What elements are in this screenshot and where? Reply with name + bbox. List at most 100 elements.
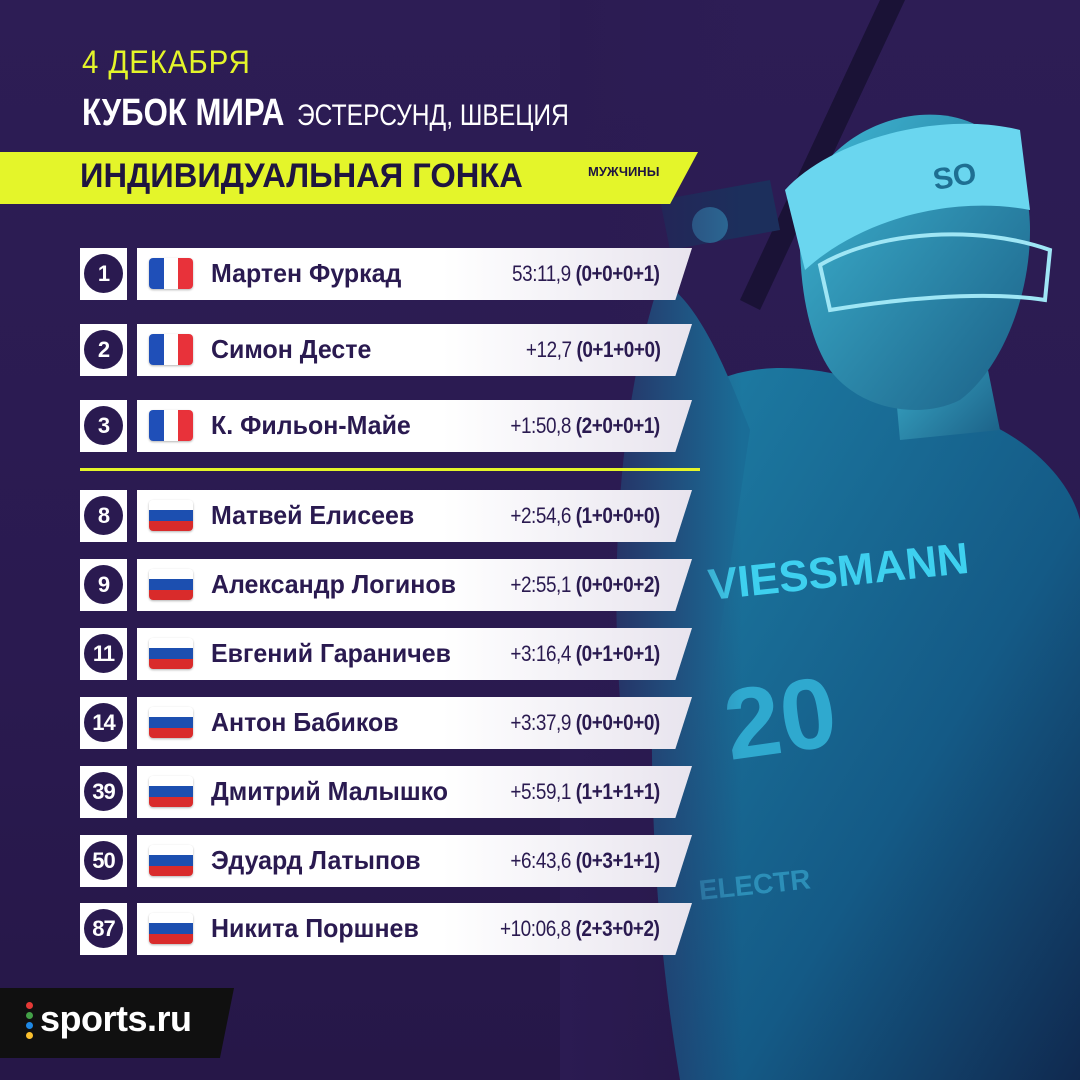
flag-stripe [149, 638, 193, 649]
result-row: 2 Симон Десте +12,7 (0+1+0+0) [80, 324, 700, 376]
athlete-name: Симон Десте [211, 334, 372, 364]
athlete-result: +5:59,1 (1+1+1+1) [510, 779, 661, 805]
athlete-result: +6:43,6 (0+3+1+1) [510, 848, 661, 874]
rank-number: 1 [84, 254, 123, 293]
competition-location: ЭСТЕРСУНД, ШВЕЦИЯ [297, 99, 570, 132]
athlete-name: Эдуард Латыпов [211, 845, 421, 875]
athlete-shooting: (0+1+0+1) [576, 641, 660, 666]
athlete-shooting: (0+0+0+1) [576, 261, 660, 286]
result-row: 3 К. Фильон-Майе +1:50,8 (2+0+0+1) [80, 400, 700, 452]
flag-stripe [149, 410, 164, 441]
rank-number: 87 [84, 909, 123, 948]
result-bar [137, 697, 692, 749]
russia-flag-icon [149, 638, 193, 669]
russia-flag-icon [149, 913, 193, 944]
result-bar [137, 835, 692, 887]
result-row: 9 Александр Логинов +2:55,1 (0+0+0+2) [80, 559, 700, 611]
rank-badge: 8 [80, 490, 127, 542]
result-row: 87 Никита Поршнев +10:06,8 (2+3+0+2) [80, 903, 700, 955]
sports-ru-logo[interactable] [0, 988, 234, 1058]
athlete-time: +10:06,8 [500, 916, 572, 941]
logo-dots-icon [26, 1002, 34, 1042]
result-row: 39 Дмитрий Малышко +5:59,1 (1+1+1+1) [80, 766, 700, 818]
flag-stripe [149, 923, 193, 934]
athlete-time: 53:11,9 [512, 261, 572, 286]
flag-stripe [149, 913, 193, 924]
result-bar [137, 559, 692, 611]
athlete-shooting: (0+3+1+1) [576, 848, 660, 873]
flag-stripe [163, 258, 179, 289]
result-bar [137, 490, 692, 542]
russia-flag-icon [149, 500, 193, 531]
flag-stripe [149, 510, 193, 521]
athlete-result: +2:54,6 (1+0+0+0) [511, 503, 661, 529]
rank-number: 50 [84, 841, 123, 880]
result-row: 50 Эдуард Латыпов +6:43,6 (0+3+1+1) [80, 835, 700, 887]
competition-line: КУБОК МИРА ЭСТЕРСУНД, ШВЕЦИЯ [82, 92, 629, 135]
athlete-time: +1:50,8 [510, 413, 572, 438]
athlete-result: +1:50,8 (2+0+0+1) [510, 413, 661, 439]
flag-stripe [149, 933, 193, 944]
rank-number: 9 [84, 565, 123, 604]
flag-stripe [163, 334, 179, 365]
athlete-result: +10:06,8 (2+3+0+2) [500, 916, 660, 942]
flag-stripe [149, 845, 193, 856]
athlete-time: +12,7 [525, 337, 572, 362]
rank-number: 8 [84, 496, 123, 535]
result-row: 8 Матвей Елисеев +2:54,6 (1+0+0+0) [80, 490, 700, 542]
result-row: 1 Мартен Фуркад 53:11,9 (0+0+0+1) [80, 248, 700, 300]
flag-stripe [149, 658, 193, 669]
flag-stripe [149, 776, 193, 787]
race-banner [0, 152, 698, 204]
athlete-photo: SO VIESSMANN 20 ELECTR [560, 0, 1080, 1080]
flag-stripe [149, 727, 193, 738]
athlete-name: К. Фильон-Майе [211, 410, 411, 440]
result-bar [137, 628, 692, 680]
flag-stripe [149, 865, 193, 876]
russia-flag-icon [149, 569, 193, 600]
result-bar [137, 324, 692, 376]
flag-stripe [163, 410, 179, 441]
athlete-result: 53:11,9 (0+0+0+1) [512, 261, 660, 287]
athlete-time: +5:59,1 [510, 779, 572, 804]
flag-stripe [149, 334, 164, 365]
flag-stripe [149, 786, 193, 797]
result-row: 14 Антон Бабиков +3:37,9 (0+0+0+0) [80, 697, 700, 749]
flag-stripe [149, 589, 193, 600]
flag-stripe [149, 569, 193, 580]
event-date: 4 ДЕКАБРЯ [82, 44, 251, 80]
flag-stripe [149, 648, 193, 659]
athlete-shooting: (2+0+0+1) [576, 413, 660, 438]
athlete-time: +6:43,6 [510, 848, 572, 873]
athlete-name: Антон Бабиков [211, 707, 399, 737]
athlete-result: +3:37,9 (0+0+0+0) [511, 710, 661, 736]
flag-stripe [149, 855, 193, 866]
athlete-name: Дмитрий Малышко [211, 776, 449, 806]
flag-stripe [149, 796, 193, 807]
france-flag-icon [149, 334, 193, 365]
section-divider [80, 468, 700, 471]
russia-flag-icon [149, 707, 193, 738]
flag-stripe [178, 334, 193, 365]
rank-number: 2 [84, 330, 123, 369]
athlete-time: +2:55,1 [510, 572, 572, 597]
result-row: 11 Евгений Гараничев +3:16,4 (0+1+0+1) [80, 628, 700, 680]
athlete-name: Евгений Гараничев [211, 638, 451, 668]
rank-badge: 14 [80, 697, 127, 749]
flag-stripe [149, 520, 193, 531]
rank-badge: 39 [80, 766, 127, 818]
gender-label: МУЖЧИНЫ [588, 164, 660, 179]
flag-stripe [178, 258, 193, 289]
rank-badge: 87 [80, 903, 127, 955]
result-bar [137, 766, 692, 818]
athlete-result: +12,7 (0+1+0+0) [525, 337, 660, 363]
athlete-shooting: (2+3+0+2) [576, 916, 660, 941]
athlete-name: Александр Логинов [211, 569, 456, 599]
athlete-result: +2:55,1 (0+0+0+2) [510, 572, 661, 598]
race-title: ИНДИВИДУАЛЬНАЯ ГОНКА [80, 157, 523, 195]
athlete-shooting: (0+0+0+2) [576, 572, 660, 597]
rank-number: 39 [84, 772, 123, 811]
athlete-name: Матвей Елисеев [211, 500, 415, 530]
athlete-time: +3:16,4 [510, 641, 572, 666]
result-bar [137, 903, 692, 955]
